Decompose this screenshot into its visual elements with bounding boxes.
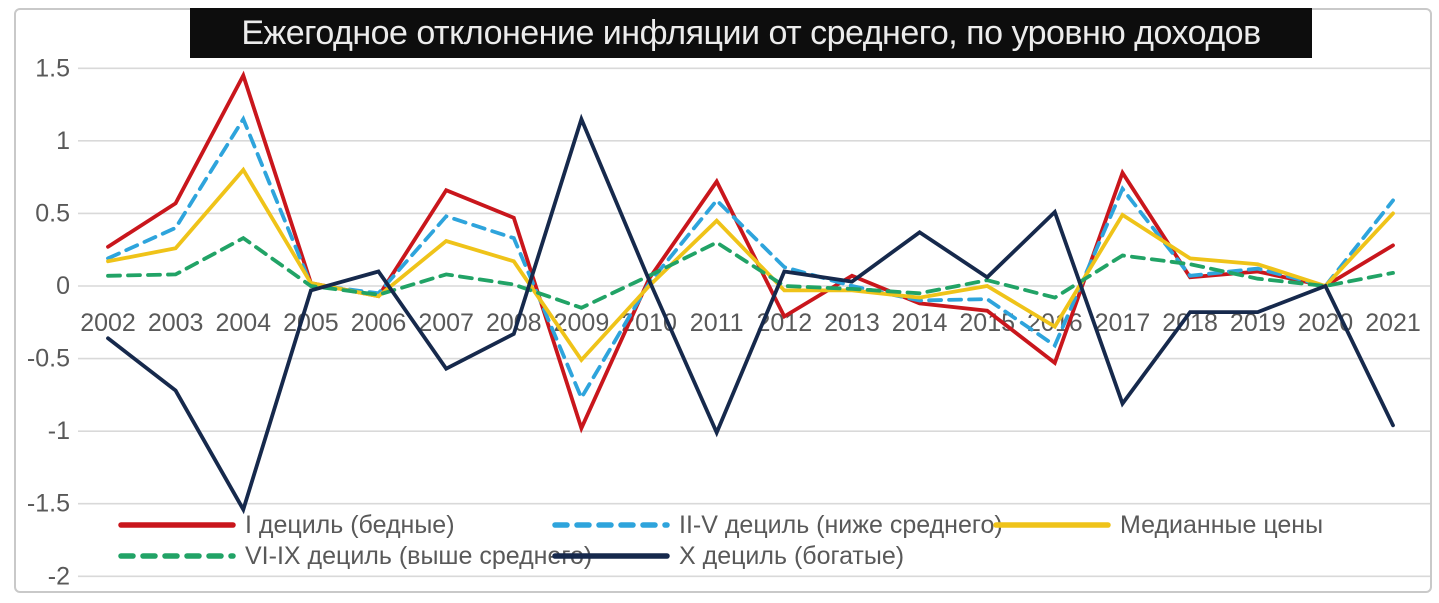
legend-label: VI-IX дециль (выше среднего) (245, 541, 593, 570)
legend-item-decile-2-5: II-V дециль (ниже среднего) (552, 511, 1003, 539)
x-axis-tick-label: 2003 (148, 309, 204, 337)
y-axis-tick-label: -1 (48, 417, 70, 445)
chart-title: Ежегодное отклонение инфляции от среднег… (190, 8, 1312, 58)
legend-swatch-line-icon (118, 553, 236, 559)
y-axis-tick-label: 1 (56, 127, 70, 155)
legend-label: Медианные цены (1120, 510, 1324, 539)
x-axis-tick-label: 2014 (892, 309, 948, 337)
y-axis-tick-label: -1.5 (27, 490, 70, 518)
legend-swatch-line-icon (552, 522, 670, 528)
y-axis-tick-label: -0.5 (27, 345, 70, 373)
y-axis-tick-label: 0.5 (35, 199, 70, 227)
x-axis-tick-label: 2011 (690, 309, 744, 337)
y-axis-tick-label: 1.5 (35, 54, 70, 82)
series-line-4 (106, 113, 1395, 515)
legend-label: II-V дециль (ниже среднего) (679, 510, 1003, 539)
x-axis-tick-label: 2006 (351, 309, 407, 337)
legend-item-decile-10: X дециль (богатые) (552, 542, 904, 570)
x-axis-tick-label: 2005 (283, 309, 339, 337)
x-axis-tick-label: 2004 (215, 309, 271, 337)
legend-label: X дециль (богатые) (679, 541, 905, 570)
x-axis-tick-label: 2017 (1095, 309, 1151, 337)
legend-item-decile-6-9: VI-IX дециль (выше среднего) (118, 542, 592, 570)
y-axis-tick-label: -2 (48, 562, 70, 590)
series-line-0 (106, 70, 1395, 434)
legend-label: I дециль (бедные) (245, 510, 455, 539)
x-axis-tick-label: 2013 (824, 309, 880, 337)
legend-swatch-line-icon (118, 522, 236, 528)
x-axis-tick-label: 2021 (1365, 309, 1421, 337)
x-axis-tick-label: 2002 (80, 309, 136, 337)
legend-item-median: Медианные цены (993, 511, 1323, 539)
legend-swatch-line-icon (993, 522, 1111, 528)
y-axis-tick-label: 0 (56, 272, 70, 300)
x-axis-tick-label: 2007 (418, 309, 474, 337)
legend-swatch-line-icon (552, 553, 670, 559)
legend-item-decile-1: I дециль (бедные) (118, 511, 455, 539)
